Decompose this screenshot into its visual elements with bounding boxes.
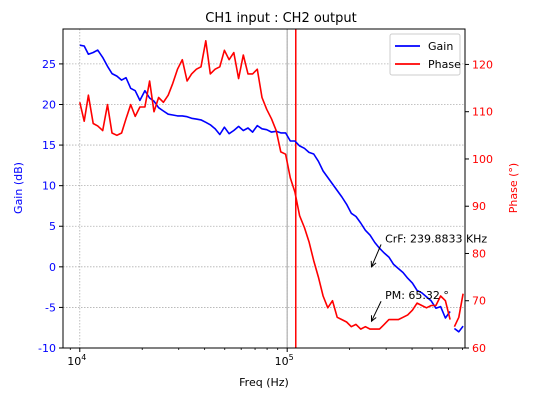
annotation-arrowhead <box>370 315 377 323</box>
annotation-text: PM: 65.32 ° <box>385 289 449 302</box>
phase-series-tail <box>453 293 464 328</box>
annotation-arrowhead <box>370 260 377 268</box>
y-left-tick-label: -10 <box>38 342 56 355</box>
y-left-tick-label: 15 <box>42 139 56 152</box>
y-right-tick-label: 110 <box>472 106 493 119</box>
y-left-tick-label: 20 <box>42 98 56 111</box>
legend-gain-label: Gain <box>428 40 453 53</box>
gain-series-line <box>79 44 451 319</box>
y-left-tick-label: 25 <box>42 58 56 71</box>
y-right-axis-label: Phase (°) <box>507 163 520 213</box>
y-left-tick-label: 10 <box>42 180 56 193</box>
x-axis-label: Freq (Hz) <box>239 376 289 389</box>
annotations: CrF: 239.8833 KHz PM: 65.32 ° <box>370 232 487 323</box>
series-lines <box>79 39 464 333</box>
y-left-tick-label: 0 <box>49 261 56 274</box>
chart-title: CH1 input : CH2 output <box>205 11 356 26</box>
y-left-tick-label: 5 <box>49 220 56 233</box>
y-left-axis-label: Gain (dB) <box>12 162 25 214</box>
annotation-arrow <box>371 244 382 268</box>
plot-frame <box>62 28 466 349</box>
y-right-tick-label: 100 <box>472 153 493 166</box>
gain-series-tail <box>453 325 464 333</box>
vertical-markers <box>286 29 297 348</box>
legend-phase-label: Phase <box>428 58 461 71</box>
annotation-arrow <box>371 301 382 322</box>
y-right-tick-label: 60 <box>472 342 486 355</box>
y-left-tick-label: -5 <box>45 301 56 314</box>
y-right-tick-label: 120 <box>472 58 493 71</box>
legend: Gain Phase <box>389 33 461 76</box>
y-right-tick-label: 80 <box>472 247 486 260</box>
y-right-tick-label: 90 <box>472 200 486 213</box>
annotation-text: CrF: 239.8833 KHz <box>385 232 487 245</box>
y-right-tick-label: 70 <box>472 295 486 308</box>
phase-series-line <box>79 39 451 330</box>
